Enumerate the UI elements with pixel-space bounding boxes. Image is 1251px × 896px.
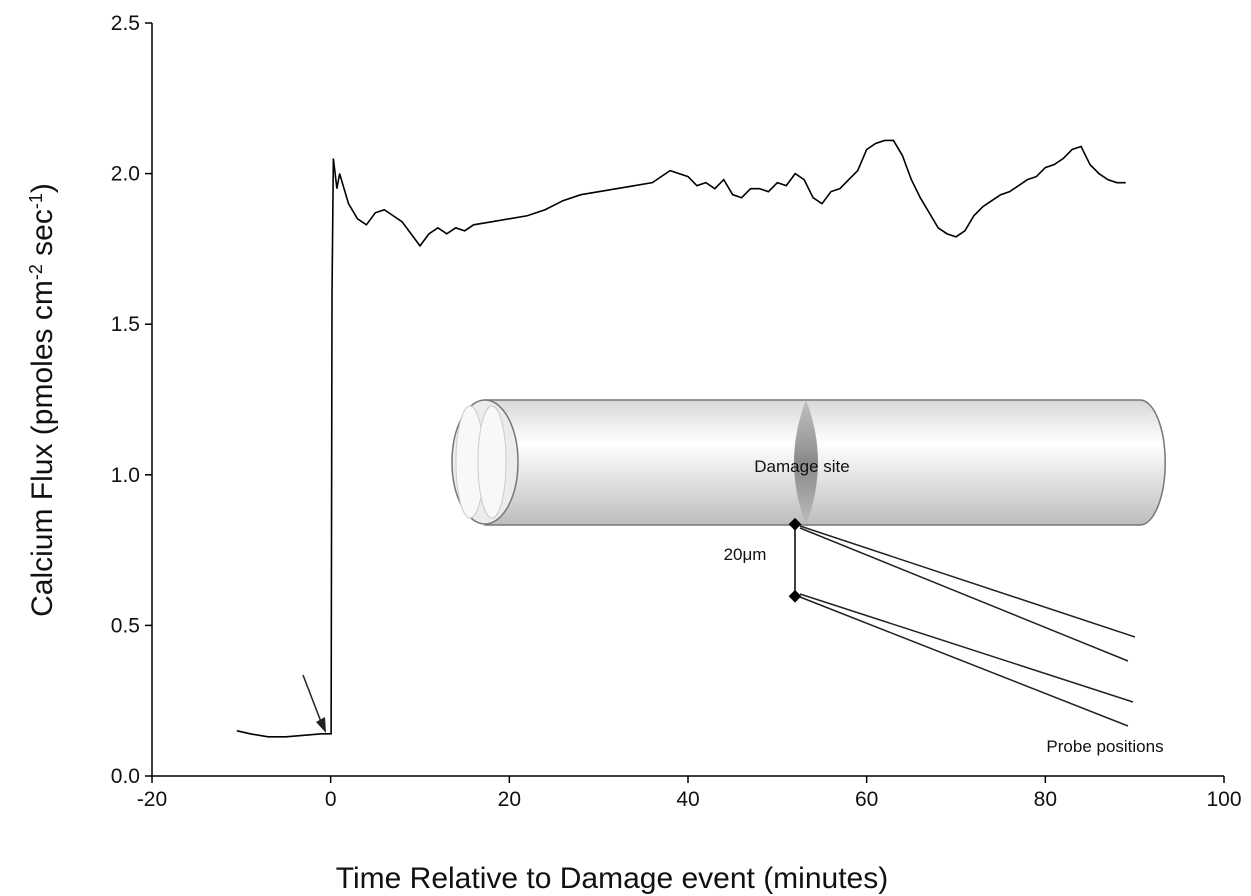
y-tick-label: 1.5 bbox=[111, 313, 140, 336]
y-tick-label: 0.5 bbox=[111, 614, 140, 637]
x-tick-label: 40 bbox=[676, 788, 699, 811]
y-tick-label: 2.5 bbox=[111, 12, 140, 35]
y-axis-label-part: Calcium Flux (pmoles cm bbox=[26, 280, 59, 617]
y-tick-label: 0.0 bbox=[111, 765, 140, 788]
y-tick-label: 1.0 bbox=[111, 464, 140, 487]
x-tick-label: 100 bbox=[1206, 788, 1241, 811]
inset-diagram bbox=[302, 399, 1166, 733]
annotation: 20μm bbox=[724, 545, 767, 564]
y-axis-label: Calcium Flux (pmoles cm-2 sec-1) bbox=[26, 183, 59, 617]
x-tick-label: 0 bbox=[325, 788, 337, 811]
y-axis-label-part: -1 bbox=[26, 193, 46, 209]
y-tick-label: 2.0 bbox=[111, 163, 140, 186]
x-tick-label: 20 bbox=[498, 788, 521, 811]
y-axis-label-part: ) bbox=[26, 183, 59, 193]
y-axis-label-part: -2 bbox=[26, 264, 46, 280]
x-tick-label: -20 bbox=[137, 788, 167, 811]
x-tick-label: 60 bbox=[855, 788, 878, 811]
x-tick-label: 80 bbox=[1034, 788, 1057, 811]
y-axis-label-part: sec bbox=[26, 209, 59, 264]
data-line bbox=[236, 139, 1126, 738]
annotation: Probe positions bbox=[1046, 737, 1163, 756]
x-axis-label: Time Relative to Damage event (minutes) bbox=[336, 862, 888, 895]
annotation: Damage site bbox=[754, 457, 849, 476]
